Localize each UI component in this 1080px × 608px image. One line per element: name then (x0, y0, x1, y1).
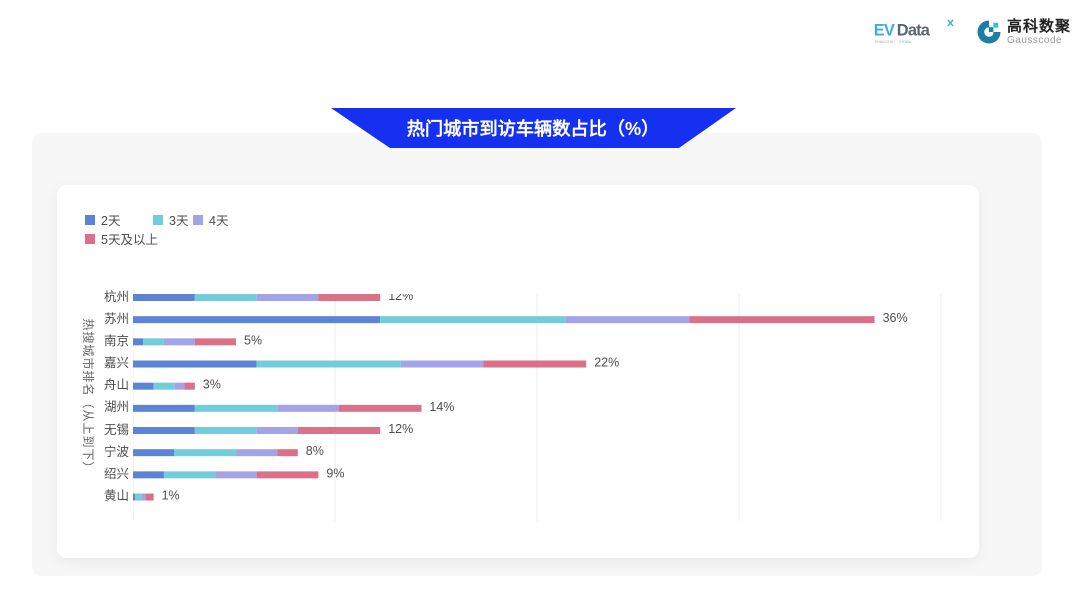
svg-text:CHINA: CHINA (899, 40, 912, 44)
svg-text:3%: 3% (203, 377, 221, 391)
svg-text:8%: 8% (306, 444, 324, 458)
svg-text:Data: Data (897, 21, 931, 39)
svg-text:热门城市到访车辆数占比（%）: 热门城市到访车辆数占比（%） (407, 118, 660, 139)
svg-text:SHANGHAI: SHANGHAI (875, 40, 895, 44)
svg-text:22%: 22% (594, 355, 619, 369)
svg-text:5%: 5% (244, 333, 262, 347)
svg-text:9%: 9% (326, 466, 344, 480)
svg-text:EV: EV (874, 21, 895, 39)
svg-text:36%: 36% (883, 311, 908, 325)
svg-text:12%: 12% (388, 422, 413, 436)
svg-text:14%: 14% (429, 400, 454, 414)
svg-text:1%: 1% (162, 488, 180, 502)
svg-text:12%: 12% (388, 294, 413, 303)
